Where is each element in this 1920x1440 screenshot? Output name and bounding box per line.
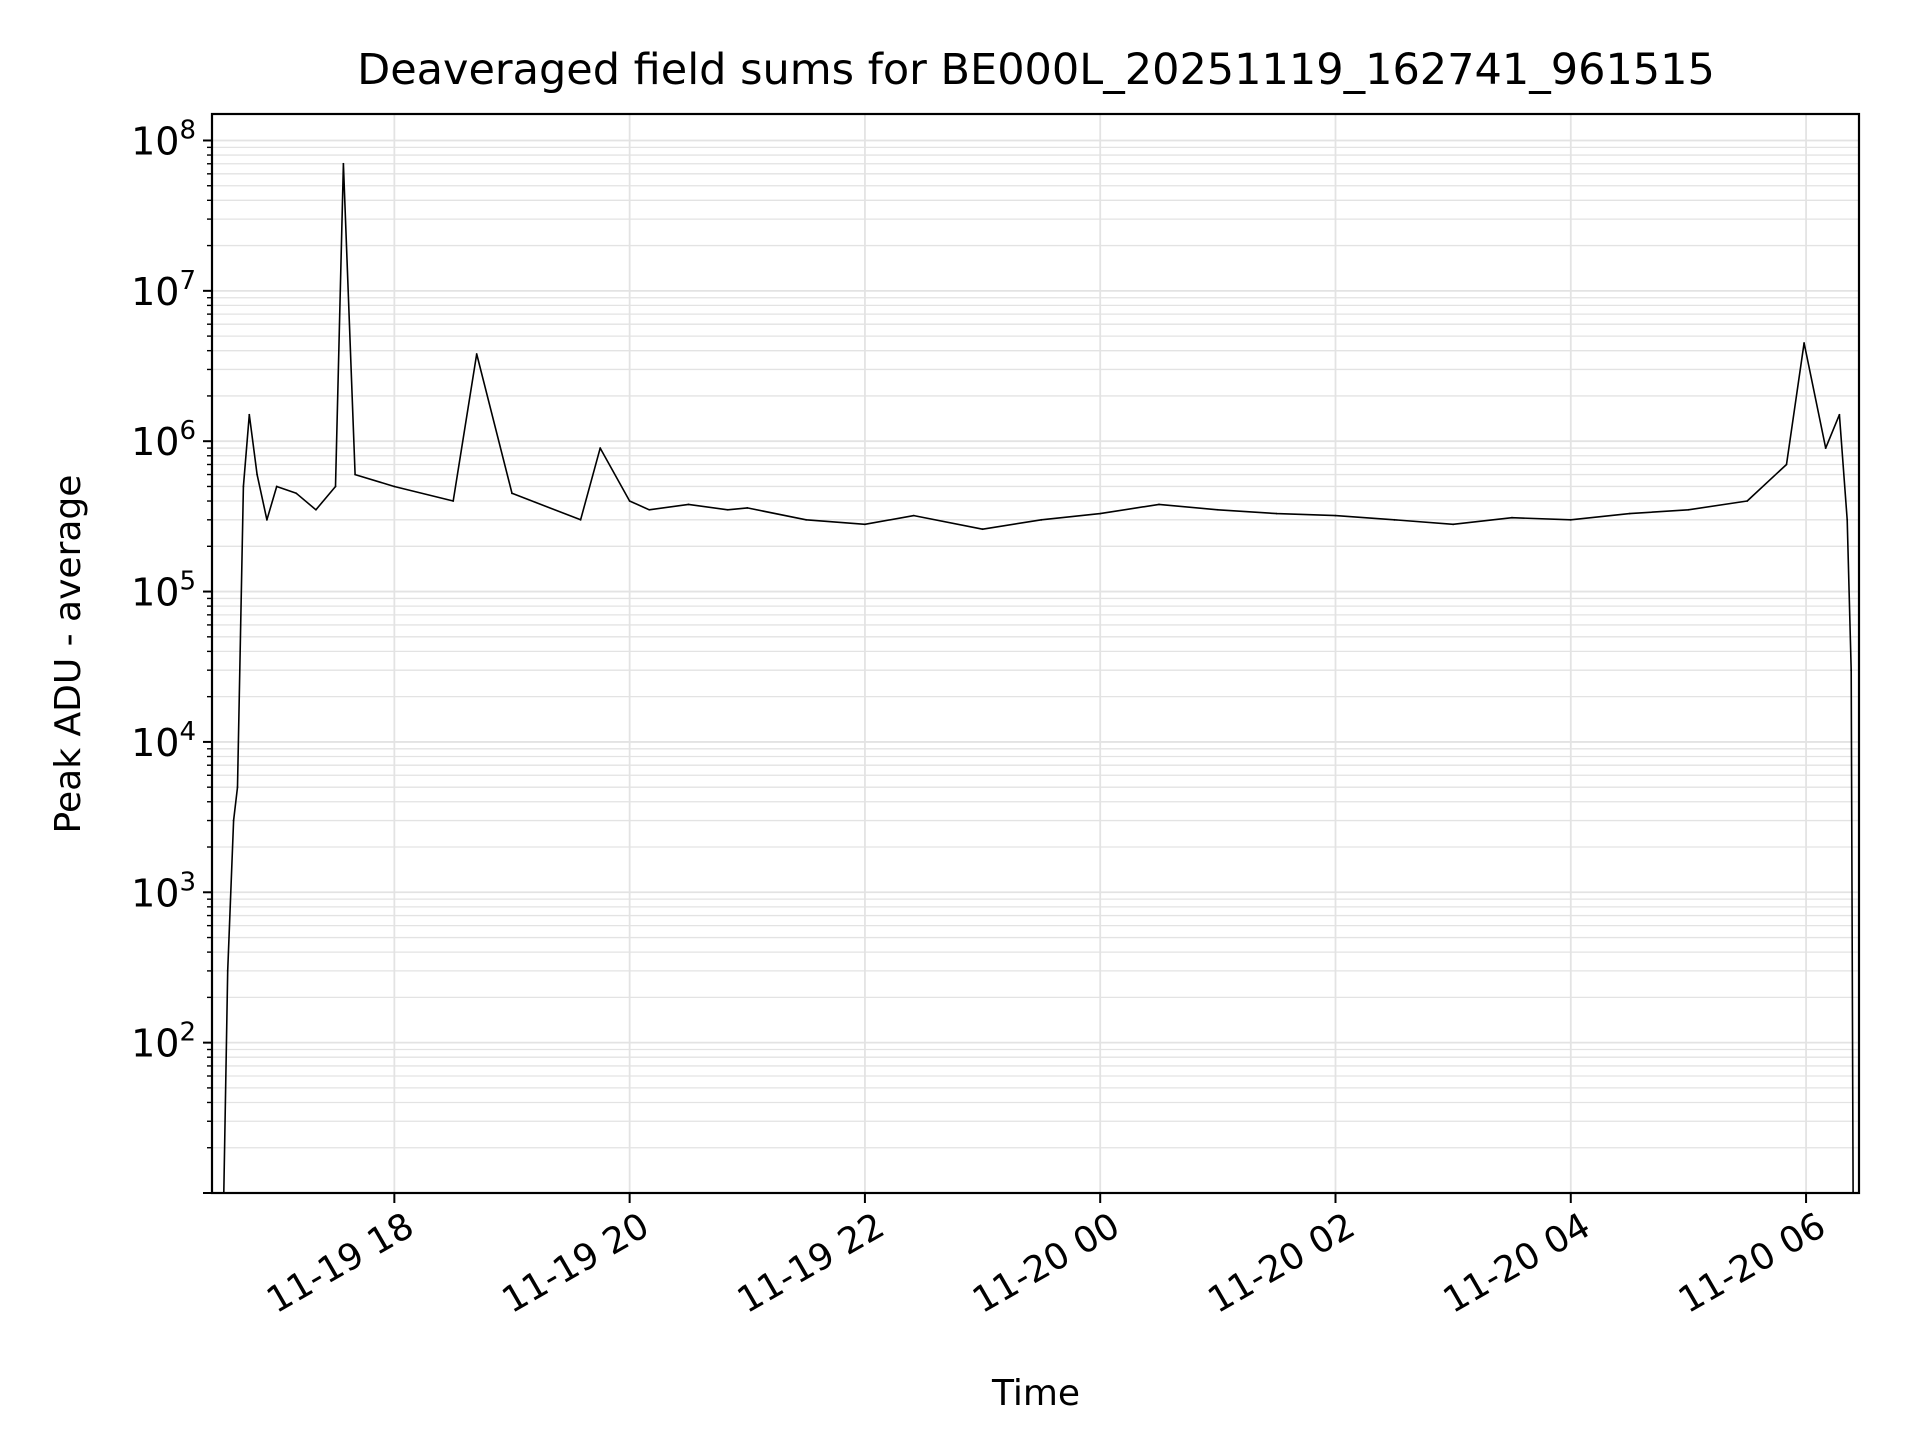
data-point [1216,508,1219,511]
y-tick-label: 102 [131,1018,196,1066]
data-point [266,518,268,521]
y-tick-label: 103 [131,867,196,915]
chart-title: Deaveraged field sums for BE000L_2025111… [357,45,1715,95]
y-tick-label: 105 [131,567,196,615]
data-point [1785,463,1788,466]
data-point [1452,523,1455,526]
data-point [334,485,337,488]
data-point [1334,514,1337,517]
data-point [1824,447,1827,449]
y-axis-label: Peak ADU - average [48,475,89,834]
y-tick-label: 107 [131,266,196,314]
data-point [452,500,455,502]
plot-frame [210,112,1861,1195]
data-point [226,969,229,972]
data-point [236,786,239,789]
data-point [599,447,602,449]
data-point [913,514,915,517]
data-point [1275,512,1278,515]
data-point [1687,508,1690,511]
y-tick-label: 106 [131,416,196,464]
data-point [628,500,631,502]
data-point [315,508,317,511]
data-point [354,473,357,476]
data-point [746,507,749,509]
data-point [275,485,278,488]
data-point [1569,518,1572,521]
y-axis: 102 103 104 105 106 107 108 [131,115,212,1194]
data-point [393,485,396,488]
data-point [1850,669,1853,672]
data-point [805,518,807,521]
data-point [342,162,345,165]
data-point [1838,413,1841,416]
x-axis-label: Time [991,1373,1080,1414]
data-point [1511,516,1513,519]
data-point [1040,518,1043,521]
data-point [1846,518,1849,521]
data-point [295,492,298,495]
y-tick-label: 104 [131,717,196,765]
data-point [475,353,478,355]
data-point [511,492,513,495]
data-point [1099,512,1102,515]
series-group [222,162,1855,1194]
data-point [687,503,690,506]
data-point [726,508,729,511]
y-tick-label: 108 [131,115,196,163]
data-point [256,473,258,476]
grid-lines [212,114,1859,1194]
data-point [1746,500,1749,502]
data-point [1803,342,1805,344]
data-point [864,523,866,526]
data-point [579,518,582,521]
data-point [981,528,984,531]
data-point [1628,512,1631,515]
data-point [248,413,251,416]
data-point [232,819,235,822]
data-point [242,485,245,488]
data-point [1158,503,1160,506]
data-point [1393,518,1396,521]
data-point [648,508,651,511]
